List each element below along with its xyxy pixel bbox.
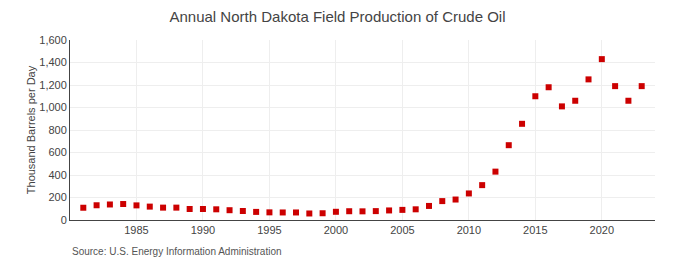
svg-text:800: 800 bbox=[48, 124, 66, 136]
svg-text:1,400: 1,400 bbox=[39, 56, 67, 68]
svg-text:600: 600 bbox=[48, 146, 66, 158]
svg-text:200: 200 bbox=[48, 191, 66, 203]
svg-text:1990: 1990 bbox=[191, 224, 215, 236]
svg-text:1985: 1985 bbox=[124, 224, 148, 236]
svg-text:400: 400 bbox=[48, 169, 66, 181]
svg-text:Annual North Dakota Field Prod: Annual North Dakota Field Production of … bbox=[169, 8, 505, 25]
svg-text:1995: 1995 bbox=[257, 224, 281, 236]
svg-text:0: 0 bbox=[61, 214, 67, 226]
svg-text:1,600: 1,600 bbox=[39, 34, 67, 46]
svg-text:Thousand Barrels per Day: Thousand Barrels per Day bbox=[25, 65, 37, 194]
svg-text:2005: 2005 bbox=[390, 224, 414, 236]
svg-text:1,200: 1,200 bbox=[39, 79, 67, 91]
svg-text:2015: 2015 bbox=[523, 224, 547, 236]
svg-text:Source: U.S. Energy Informatio: Source: U.S. Energy Information Administ… bbox=[72, 246, 282, 257]
svg-text:2010: 2010 bbox=[457, 224, 481, 236]
svg-text:2000: 2000 bbox=[324, 224, 348, 236]
svg-text:2020: 2020 bbox=[590, 224, 614, 236]
svg-text:1,000: 1,000 bbox=[39, 101, 67, 113]
